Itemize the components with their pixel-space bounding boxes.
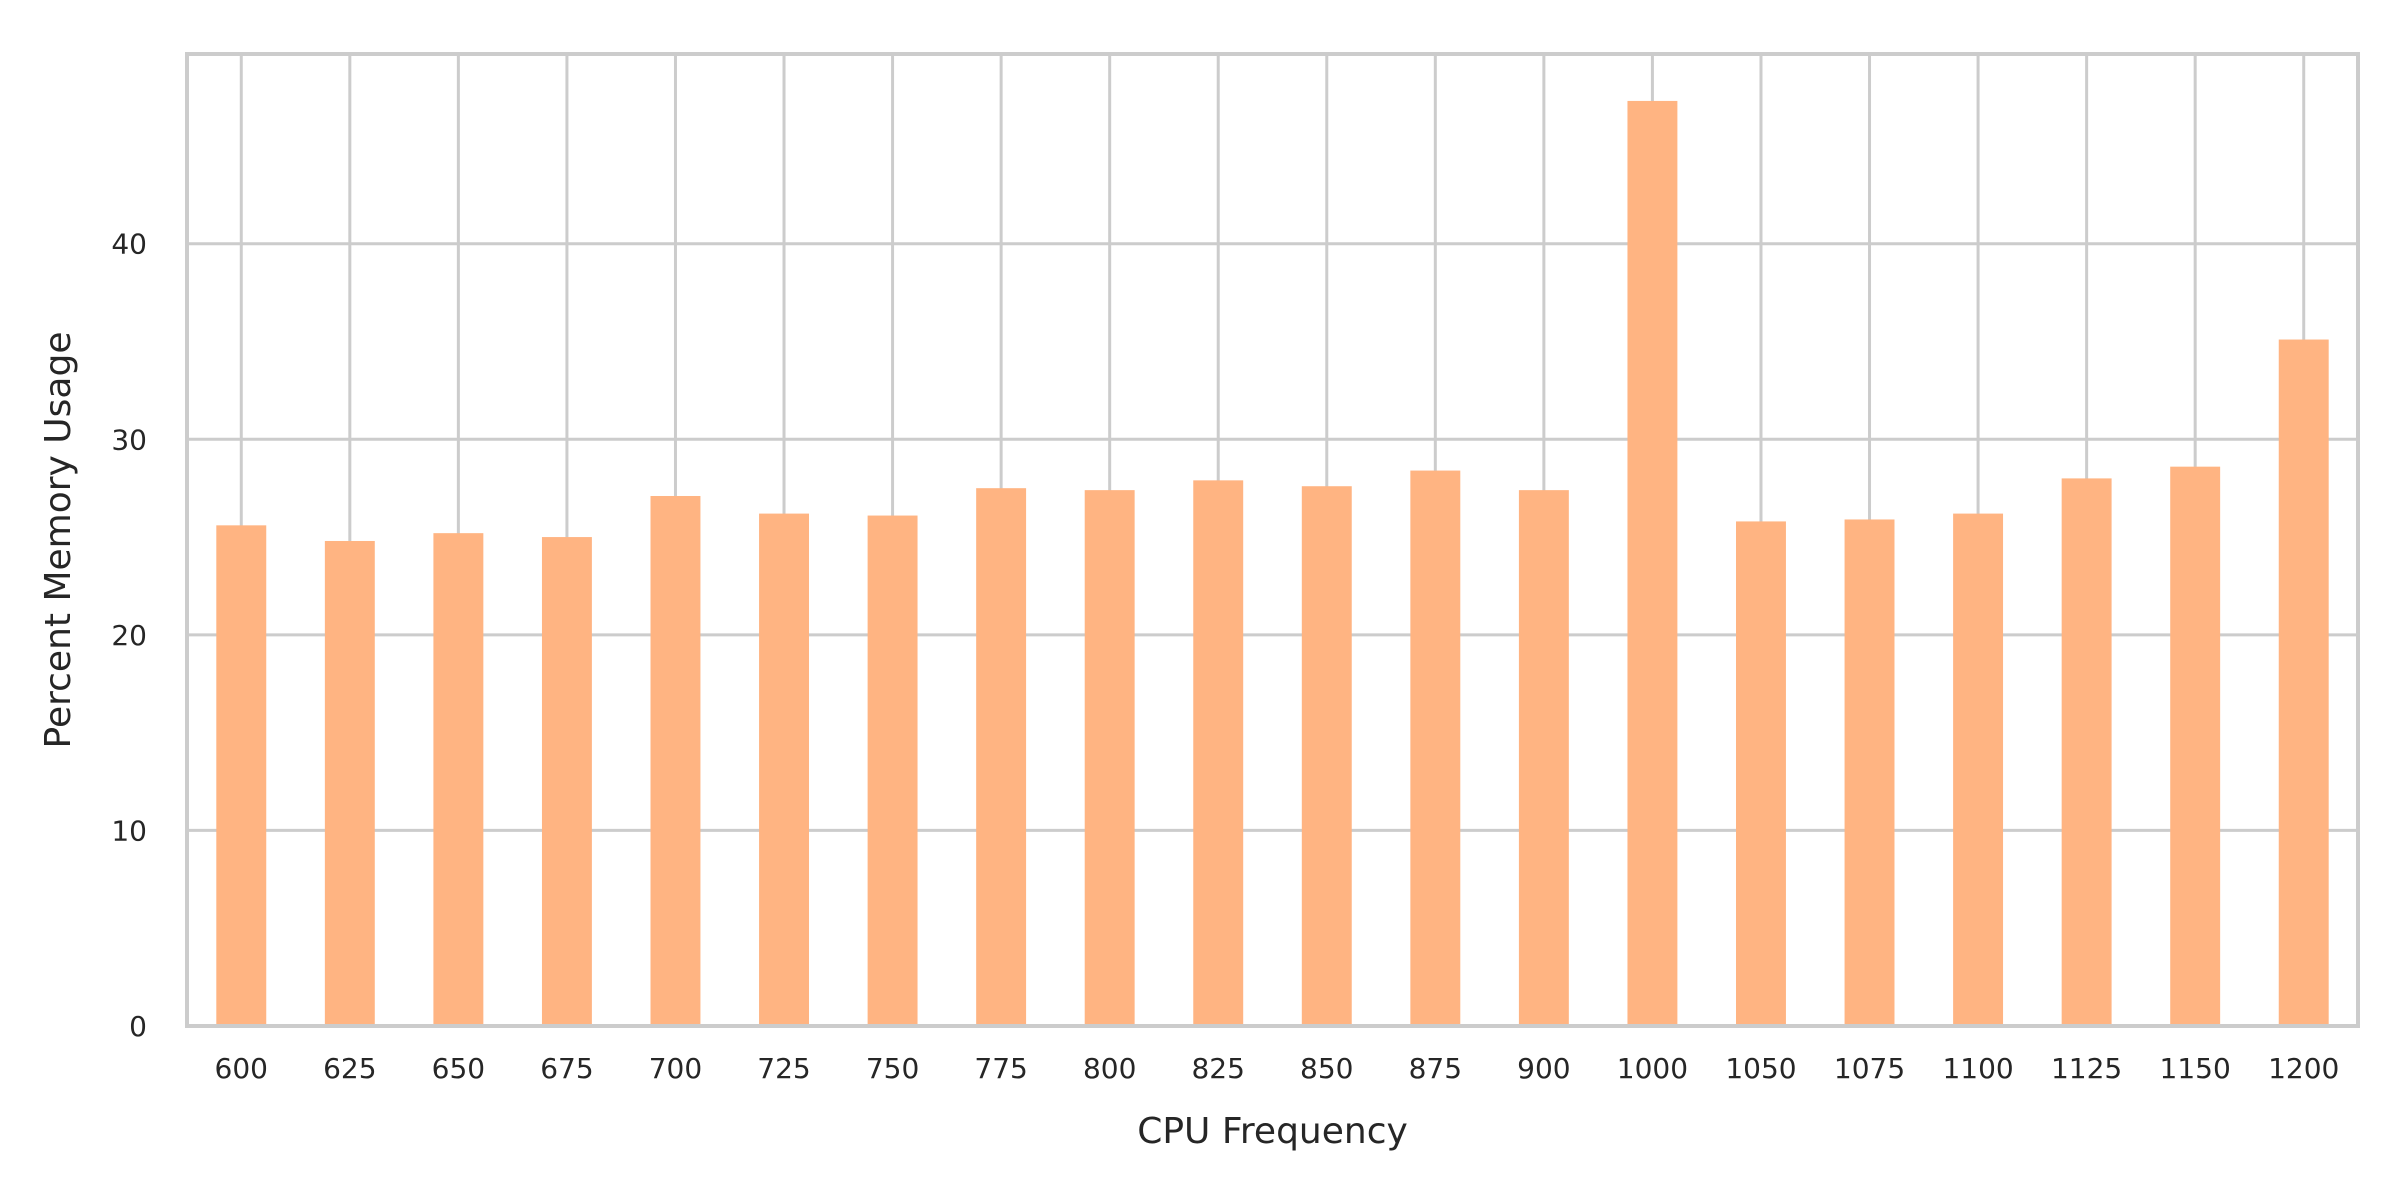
bar-600 [216, 525, 267, 1026]
y-tick-label: 10 [111, 814, 147, 847]
x-tick-label: 1050 [1725, 1052, 1796, 1085]
bar-700 [650, 495, 701, 1026]
y-axis-title: Percent Memory Usage [38, 332, 79, 749]
y-tick-label: 20 [111, 619, 147, 652]
bar-725 [759, 513, 809, 1026]
x-tick-label: 600 [215, 1052, 268, 1085]
x-tick-labels: 600 625 650 675 700 725 750 775 800 825 850 875 900 1… [215, 1052, 2340, 1085]
x-tick-label: 700 [649, 1052, 702, 1085]
x-tick-label: 1100 [1942, 1052, 2013, 1085]
bar-1000 [1627, 100, 1678, 1026]
bar-750 [867, 515, 918, 1026]
x-tick-label: 850 [1300, 1052, 1353, 1085]
bar-1075 [1844, 519, 1895, 1026]
y-tick-labels: 0 10 20 30 40 [111, 228, 147, 1043]
y-tick-label: 0 [129, 1010, 147, 1043]
x-tick-label: 775 [974, 1052, 1027, 1085]
x-tick-label: 1125 [2051, 1052, 2122, 1085]
x-tick-label: 625 [323, 1052, 376, 1085]
x-tick-label: 800 [1083, 1052, 1136, 1085]
bar-650 [433, 533, 484, 1026]
bar-1125 [2061, 478, 2112, 1026]
bar-850 [1301, 486, 1352, 1027]
bar-825 [1193, 480, 1244, 1026]
bar-1200 [2278, 339, 2329, 1026]
x-axis-title: CPU Frequency [1137, 1111, 1408, 1152]
x-tick-label: 750 [866, 1052, 919, 1085]
y-tick-label: 40 [111, 228, 147, 261]
bar-875 [1410, 470, 1461, 1027]
grid-lines [187, 54, 2358, 1028]
bar-1100 [1953, 513, 2004, 1026]
x-tick-label: 675 [540, 1052, 593, 1085]
x-tick-label: 875 [1409, 1052, 1462, 1085]
x-tick-label: 1075 [1834, 1052, 1905, 1085]
bar-625 [324, 540, 375, 1026]
bar-900 [1518, 490, 1569, 1026]
x-tick-label: 825 [1191, 1052, 1244, 1085]
x-tick-label: 1200 [2268, 1052, 2339, 1085]
bar-775 [976, 488, 1027, 1026]
x-tick-label: 900 [1517, 1052, 1570, 1085]
x-tick-label: 650 [432, 1052, 485, 1085]
bars [216, 100, 2329, 1027]
bar-1050 [1736, 521, 1786, 1026]
plot-frame [185, 52, 2360, 1028]
bar-1150 [2170, 466, 2221, 1026]
bar-800 [1084, 490, 1135, 1026]
y-tick-label: 30 [111, 423, 147, 456]
x-tick-label: 1000 [1617, 1052, 1688, 1085]
x-tick-label: 1150 [2160, 1052, 2231, 1085]
bar-675 [541, 537, 592, 1026]
x-tick-label: 725 [757, 1052, 810, 1085]
